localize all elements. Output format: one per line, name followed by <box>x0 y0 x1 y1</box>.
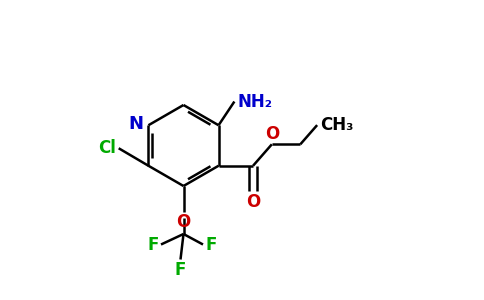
Text: O: O <box>176 213 191 231</box>
Text: O: O <box>265 125 279 143</box>
Text: F: F <box>147 236 159 253</box>
Text: F: F <box>175 261 186 279</box>
Text: F: F <box>205 236 217 253</box>
Text: NH₂: NH₂ <box>237 92 272 110</box>
Text: N: N <box>128 115 143 133</box>
Text: O: O <box>246 193 260 211</box>
Text: CH₃: CH₃ <box>320 116 353 134</box>
Text: Cl: Cl <box>98 139 116 157</box>
